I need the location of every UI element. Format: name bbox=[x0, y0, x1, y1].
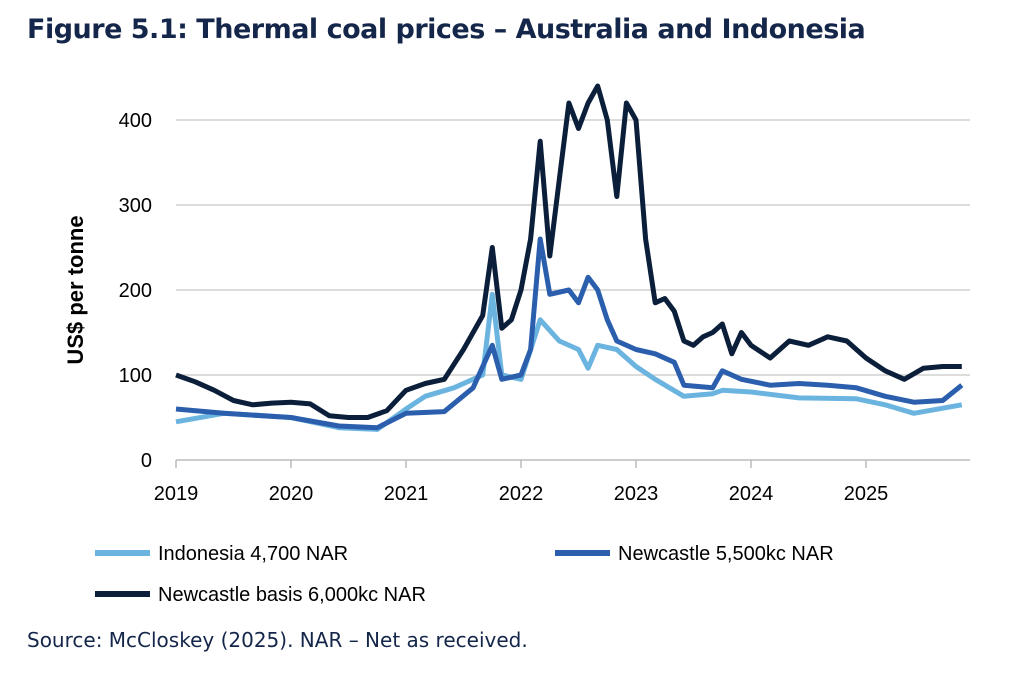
series-line-1 bbox=[175, 236, 964, 431]
x-tick-label: 2023 bbox=[614, 483, 659, 505]
x-tick-label: 2025 bbox=[844, 483, 889, 505]
series-line-0 bbox=[175, 291, 963, 432]
chart-title: Figure 5.1: Thermal coal prices – Austra… bbox=[27, 14, 866, 45]
y-tick-label: 200 bbox=[119, 280, 152, 302]
x-tick-label: 2021 bbox=[384, 483, 429, 505]
y-axis-label: US$ per tonne bbox=[63, 215, 88, 364]
x-tick-label: 2019 bbox=[154, 483, 199, 505]
legend-label: Newcastle 5,500kc NAR bbox=[618, 543, 834, 565]
x-tick-label: 2020 bbox=[269, 483, 314, 505]
y-tick-label: 100 bbox=[119, 365, 152, 387]
y-tick-label: 300 bbox=[119, 195, 152, 217]
y-tick-label: 400 bbox=[119, 110, 152, 132]
legend-label: Indonesia 4,700 NAR bbox=[158, 543, 348, 565]
source-note: Source: McCloskey (2025). NAR – Net as r… bbox=[27, 628, 528, 652]
series-line-2 bbox=[175, 83, 962, 420]
x-tick-label: 2024 bbox=[729, 483, 774, 505]
legend-label: Newcastle basis 6,000kc NAR bbox=[158, 584, 426, 606]
x-tick-label: 2022 bbox=[499, 483, 544, 505]
y-tick-label: 0 bbox=[141, 450, 152, 472]
